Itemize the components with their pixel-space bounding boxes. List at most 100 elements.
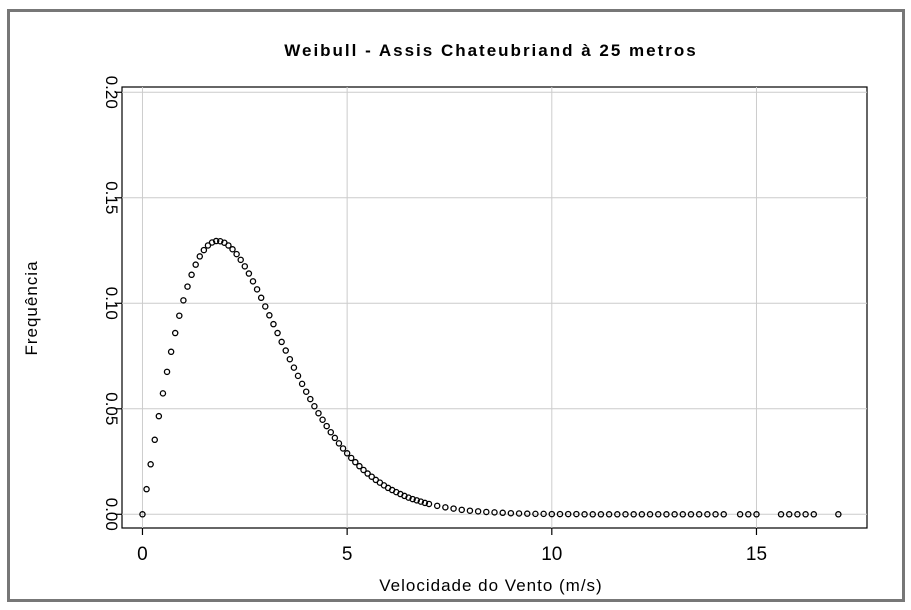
data-point [200, 246, 208, 254]
y-tick-label: 0.20 [102, 76, 121, 109]
data-point [163, 368, 171, 376]
data-point [364, 470, 371, 477]
data-point [745, 511, 752, 518]
data-point [278, 338, 285, 346]
data-point [556, 510, 564, 518]
data-point [257, 294, 265, 302]
data-point [237, 256, 244, 264]
data-points [139, 237, 842, 518]
data-point [499, 509, 506, 517]
data-point [835, 511, 842, 518]
data-point [225, 242, 232, 249]
data-point [671, 511, 678, 518]
data-point [241, 263, 249, 270]
data-point [614, 511, 621, 518]
data-point [810, 511, 818, 518]
data-point [331, 434, 339, 442]
data-point [507, 509, 515, 517]
y-axis: 0.00 0.05 0.10 0.15 0.20 [102, 76, 122, 531]
x-tick-label: 5 [342, 544, 353, 565]
data-point [433, 502, 441, 510]
data-point [323, 422, 330, 430]
data-point [466, 507, 474, 514]
data-point [311, 403, 318, 410]
data-point [282, 347, 289, 354]
y-tick-label: 0.00 [102, 498, 121, 531]
data-point [704, 511, 711, 518]
data-point [245, 270, 253, 277]
data-point [196, 253, 204, 260]
chart-title: Weibull - Assis Chateubriand à 25 metros [284, 41, 697, 60]
data-point [192, 261, 199, 268]
data-point [266, 312, 273, 319]
data-point [274, 329, 281, 337]
data-point [159, 390, 167, 397]
data-point [720, 511, 727, 518]
data-point [515, 510, 523, 517]
data-point [630, 511, 637, 518]
data-point [347, 454, 355, 462]
data-point [167, 348, 175, 356]
data-point [679, 511, 687, 518]
data-point [180, 297, 187, 304]
data-point [212, 237, 220, 245]
data-point [143, 485, 150, 493]
data-point [319, 416, 326, 424]
data-point [605, 511, 613, 518]
data-point [442, 504, 449, 511]
data-point [695, 511, 703, 518]
data-point [302, 388, 310, 395]
data-point [270, 320, 277, 328]
x-axis: 0 5 10 15 [137, 528, 767, 565]
data-point [785, 511, 793, 518]
data-point [654, 511, 662, 518]
y-tick-label: 0.15 [102, 181, 121, 214]
data-point [286, 355, 294, 363]
data-point [663, 511, 670, 518]
data-point [204, 242, 212, 249]
data-point [249, 278, 257, 285]
data-point [483, 508, 490, 516]
data-point [290, 364, 298, 371]
data-point [540, 510, 547, 518]
data-point [298, 380, 306, 388]
data-point [188, 271, 195, 279]
x-tick-label: 0 [137, 544, 148, 565]
y-axis-label: Frequência [22, 260, 41, 355]
data-point [368, 473, 375, 480]
data-point [597, 511, 605, 518]
data-point [622, 511, 629, 518]
data-point [184, 283, 191, 290]
y-tick-label: 0.05 [102, 392, 121, 425]
data-point [646, 511, 654, 518]
data-point [360, 466, 367, 474]
data-point [450, 505, 457, 512]
data-point [777, 511, 785, 518]
data-point [171, 329, 179, 337]
data-point [233, 250, 240, 258]
grid-lines [122, 87, 867, 528]
x-tick-label: 10 [541, 544, 562, 565]
data-point [417, 498, 425, 505]
weibull-chart: Weibull - Assis Chateubriand à 25 metros… [22, 41, 868, 595]
data-point [564, 510, 572, 518]
data-point [356, 462, 363, 470]
data-point [335, 440, 343, 447]
data-point [736, 511, 744, 518]
data-point [458, 506, 466, 514]
data-point [151, 436, 158, 444]
data-point [327, 428, 335, 436]
data-point [176, 312, 183, 319]
data-point [147, 461, 154, 468]
chart-frame: Weibull - Assis Chateubriand à 25 metros… [7, 9, 905, 602]
data-point [794, 511, 801, 518]
data-point [307, 395, 314, 403]
data-point [712, 511, 719, 518]
data-point [155, 412, 163, 420]
data-point [491, 509, 498, 516]
data-point [425, 500, 433, 508]
x-tick-label: 15 [746, 544, 767, 565]
data-point [229, 246, 236, 253]
data-point [548, 510, 556, 518]
data-point [352, 458, 359, 466]
